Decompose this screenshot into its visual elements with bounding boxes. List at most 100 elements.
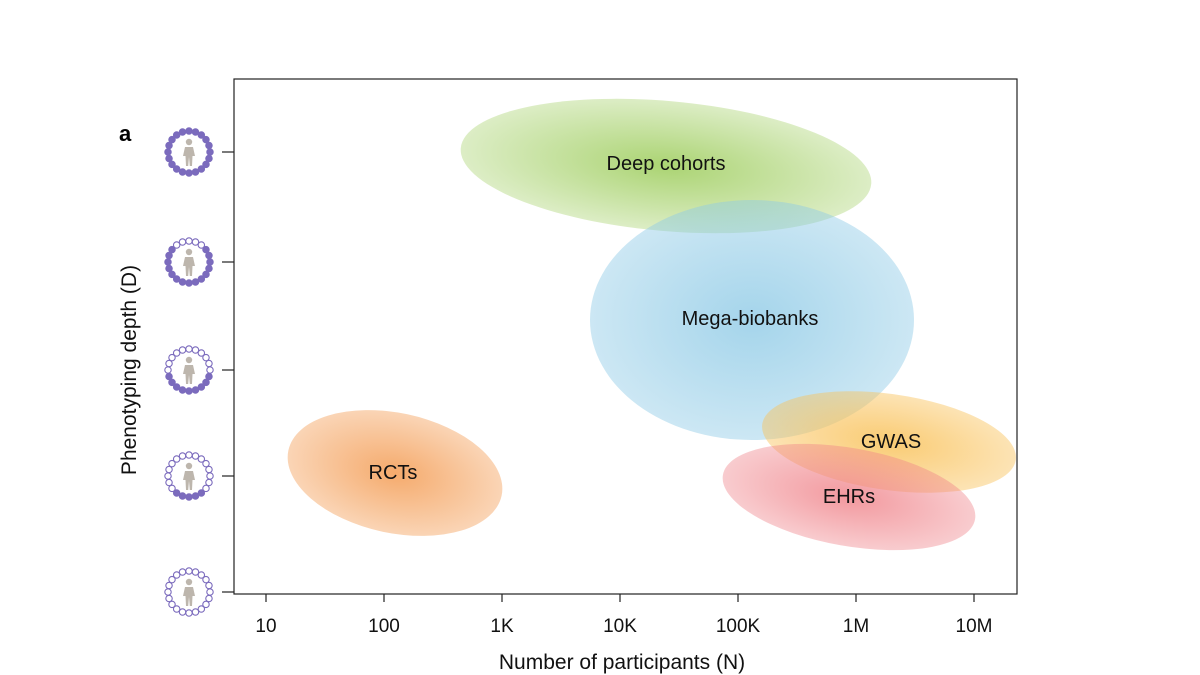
x-tick-label: 10K (603, 616, 637, 637)
depth-dot (202, 378, 210, 387)
x-tick-label: 1M (843, 616, 869, 637)
depth-dot (165, 478, 173, 487)
region-label-mega-biobanks: Mega-biobanks (682, 308, 819, 330)
depth-dot (168, 484, 176, 493)
depth-dot (172, 383, 181, 391)
depth-icons (164, 127, 214, 617)
depth-dot (185, 237, 193, 245)
plot-frame (233, 78, 1018, 595)
depth-dot (197, 455, 206, 463)
depth-dot (164, 472, 172, 480)
depth-dot (197, 241, 206, 249)
depth-dot (191, 278, 200, 286)
depth-dot (165, 154, 173, 163)
depth-dot (168, 353, 176, 362)
depth-dot (178, 128, 187, 136)
depth-dot (172, 605, 181, 613)
depth-dot (165, 581, 173, 590)
depth-dot (191, 346, 200, 354)
depth-dot (206, 588, 214, 596)
depth-dot (197, 383, 206, 391)
person-head (185, 356, 193, 364)
person-body (183, 471, 195, 490)
depth-dot (205, 154, 213, 163)
depth-dot (165, 465, 173, 474)
depth-dot (191, 386, 200, 394)
depth-dot (164, 588, 172, 596)
x-tick-label: 10 (255, 616, 276, 637)
depth-dot (185, 567, 193, 575)
person-head (185, 462, 193, 470)
depth-dot (202, 575, 210, 584)
region-label-rcts: RCTs (369, 462, 418, 484)
depth-dot (185, 279, 193, 287)
depth-dot (185, 387, 193, 395)
depth-dot (191, 492, 200, 500)
depth-dot (165, 594, 173, 603)
region-rcts (287, 410, 503, 536)
region-deep-cohorts (460, 98, 872, 234)
depth-dot (197, 165, 206, 173)
depth-dot (205, 359, 213, 368)
depth-dot (202, 135, 210, 144)
depth-dot (178, 238, 187, 246)
depth-dot (172, 275, 181, 283)
y-axis-title: Phenotyping depth (D) (118, 265, 141, 475)
depth-dot (178, 608, 187, 616)
depth-dot (206, 258, 214, 266)
depth-dot (205, 372, 213, 381)
depth-dot (178, 452, 187, 460)
person-head (185, 248, 193, 256)
depth-dot (185, 609, 193, 617)
person-with-circle-of-dots-icon (164, 237, 214, 287)
person-head (185, 578, 193, 586)
person-with-circle-of-dots-icon (164, 567, 214, 617)
region-label-gwas: GWAS (861, 431, 921, 453)
depth-dot (168, 600, 176, 609)
depth-dot (165, 264, 173, 273)
depth-dot (185, 127, 193, 135)
depth-dot (178, 386, 187, 394)
depth-dot (172, 455, 181, 463)
depth-dot (164, 366, 172, 374)
depth-dot (202, 160, 210, 169)
depth-dot (202, 353, 210, 362)
depth-dot (197, 131, 206, 139)
depth-dot (205, 594, 213, 603)
region-label-ehrs: EHRs (823, 486, 875, 508)
depth-dot (206, 148, 214, 156)
depth-dot (178, 568, 187, 576)
depth-dot (202, 270, 210, 279)
depth-dot (191, 608, 200, 616)
region-ehrs (722, 443, 976, 551)
depth-dot (168, 135, 176, 144)
x-tick-label: 100K (716, 616, 761, 637)
depth-dot (205, 141, 213, 150)
depth-dot (205, 251, 213, 260)
depth-dot (202, 600, 210, 609)
depth-dot (197, 605, 206, 613)
depth-dot (164, 148, 172, 156)
depth-dot (206, 472, 214, 480)
person-body (183, 587, 195, 606)
x-tick-label: 10M (956, 616, 993, 637)
depth-dot (191, 168, 200, 176)
person-with-circle-of-dots-icon (164, 345, 214, 395)
person-head (185, 138, 193, 146)
depth-dot (172, 165, 181, 173)
depth-dot (185, 493, 193, 501)
x-axis-title: Number of participants (N) (499, 651, 745, 674)
depth-dot (202, 245, 210, 254)
depth-dot (178, 346, 187, 354)
depth-dot (168, 459, 176, 468)
depth-dot (197, 489, 206, 497)
depth-dot (202, 459, 210, 468)
depth-dot (191, 568, 200, 576)
depth-dot (205, 465, 213, 474)
depth-dot (185, 169, 193, 177)
depth-dot (191, 452, 200, 460)
depth-dot (172, 489, 181, 497)
person-body (183, 257, 195, 276)
depth-dot (172, 131, 181, 139)
